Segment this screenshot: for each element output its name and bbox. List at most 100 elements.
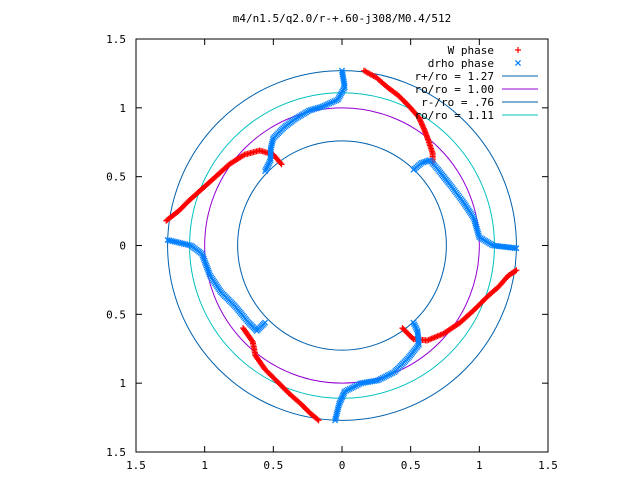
legend-label-circle-3: ro/ro = 1.11 <box>415 109 494 122</box>
drho-phase-point <box>203 264 211 271</box>
y-tick-label: 1 <box>119 102 126 115</box>
drho-phase-point <box>199 252 206 259</box>
drho-phase-point <box>339 393 346 400</box>
drho-phase-point <box>319 103 326 110</box>
x-tick-label: 0.5 <box>263 459 283 472</box>
drho-phase-point <box>332 415 339 422</box>
w-phase-point <box>315 417 322 424</box>
w-phase-point <box>163 217 170 224</box>
drho-phase-point <box>341 389 348 396</box>
drho-phase-point <box>316 104 323 111</box>
drho-phase-point <box>513 245 520 252</box>
legend-label-circle-2: r-/ro = .76 <box>421 96 494 109</box>
drho-phase-point <box>418 159 425 166</box>
reference-circles <box>167 70 517 421</box>
drho-phase-point <box>421 158 428 165</box>
drho-phase-point <box>332 417 339 424</box>
circle-3 <box>189 92 495 399</box>
w-phase-point <box>415 114 422 121</box>
w-phase-point <box>409 335 416 342</box>
y-tick-label: 1 <box>119 377 126 390</box>
drho-phase-point <box>262 319 269 326</box>
w-phase-point <box>513 267 520 274</box>
drho-phase-point <box>200 254 207 261</box>
drho-phase-point <box>206 271 213 278</box>
w-phase-point <box>418 121 425 128</box>
drho-phase-point <box>200 255 207 262</box>
legend-label-drho_phase: drho phase <box>428 57 494 70</box>
drho-phase-point <box>474 227 481 234</box>
w-phase-point <box>248 337 255 344</box>
drho-phase-point <box>201 257 208 264</box>
x-tick-label: 1.5 <box>126 459 146 472</box>
drho-phase-point <box>334 96 341 103</box>
w-phase-series <box>163 67 520 424</box>
drho-phase-point <box>474 228 481 236</box>
drho-phase-point <box>329 98 336 105</box>
w-phase-point <box>512 268 519 275</box>
w-phase-point <box>417 118 424 125</box>
y-tick-label: 0.5 <box>106 308 126 321</box>
drho-phase-point <box>472 220 479 227</box>
drho-phase-point <box>338 394 346 401</box>
drho-phase-point <box>203 262 210 269</box>
w-phase-point <box>420 125 427 132</box>
drho-phase-point <box>323 101 330 108</box>
x-axis: 1.5 1 0.5 0 0.5 1 1.5 <box>126 39 558 472</box>
w-phase-point <box>416 115 423 122</box>
drho-phase-point <box>314 104 321 112</box>
y-tick-label: 1.5 <box>106 446 126 459</box>
drho-phase-point <box>360 379 367 386</box>
drho-phase-point <box>336 399 343 406</box>
x-tick-label: 0.5 <box>401 459 421 472</box>
drho-phase-point <box>331 98 338 105</box>
drho-phase-point <box>475 230 482 237</box>
circle-0 <box>167 70 517 421</box>
drho-phase-point <box>262 168 269 175</box>
drho-phase-point <box>473 223 480 230</box>
circle-2 <box>237 140 447 351</box>
drho-phase-point <box>472 221 479 228</box>
drho-phase-point <box>340 391 347 398</box>
x-tick-label: 1 <box>201 459 208 472</box>
drho-phase-point <box>471 216 478 223</box>
chart-title: m4/n1.5/q2.0/r-+.60-j308/M0.4/512 <box>233 12 452 25</box>
drho-phase-point <box>198 250 205 257</box>
drho-phase-point <box>471 218 478 225</box>
y-axis: 1.5 1 0.5 0 0.5 1 1.5 <box>106 33 548 459</box>
drho-phase-point <box>470 214 477 221</box>
drho-phase-point <box>186 242 193 249</box>
x-tick-label: 1 <box>476 459 483 472</box>
w-phase-point <box>314 416 321 423</box>
drho-phase-point <box>511 245 518 252</box>
drho-phase-point <box>341 388 348 395</box>
drho-phase-point <box>312 105 319 112</box>
drho-phase-point <box>328 99 335 106</box>
drho-phase-point <box>205 267 212 274</box>
drho-phase-point <box>311 106 318 113</box>
y-tick-label: 1.5 <box>106 33 126 46</box>
drho-phase-point <box>321 102 328 109</box>
circle-1 <box>204 107 480 384</box>
drho-phase-point <box>326 100 333 107</box>
drho-phase-point <box>202 260 209 267</box>
x-tick-label: 1.5 <box>538 459 558 472</box>
drho-phase-point <box>473 225 480 232</box>
drho-phase-point <box>324 101 331 108</box>
drho-phase-point <box>309 106 316 113</box>
drho-phase-point <box>202 259 209 266</box>
w-phase-point <box>419 122 426 129</box>
legend-label-circle-1: ro/ro = 1.00 <box>415 83 494 96</box>
w-phase-point <box>420 124 427 131</box>
y-tick-label: 0 <box>119 240 126 253</box>
drho-phase-point <box>420 159 427 166</box>
drho-phase-point <box>333 97 340 104</box>
w-phase-point <box>164 216 171 223</box>
drho-phase-point <box>307 107 314 114</box>
drho-phase-point <box>204 265 211 273</box>
drho-phase-point <box>338 396 345 403</box>
w-phase-point <box>418 119 425 126</box>
x-tick-label: 0 <box>339 459 346 472</box>
y-tick-label: 0.5 <box>106 171 126 184</box>
